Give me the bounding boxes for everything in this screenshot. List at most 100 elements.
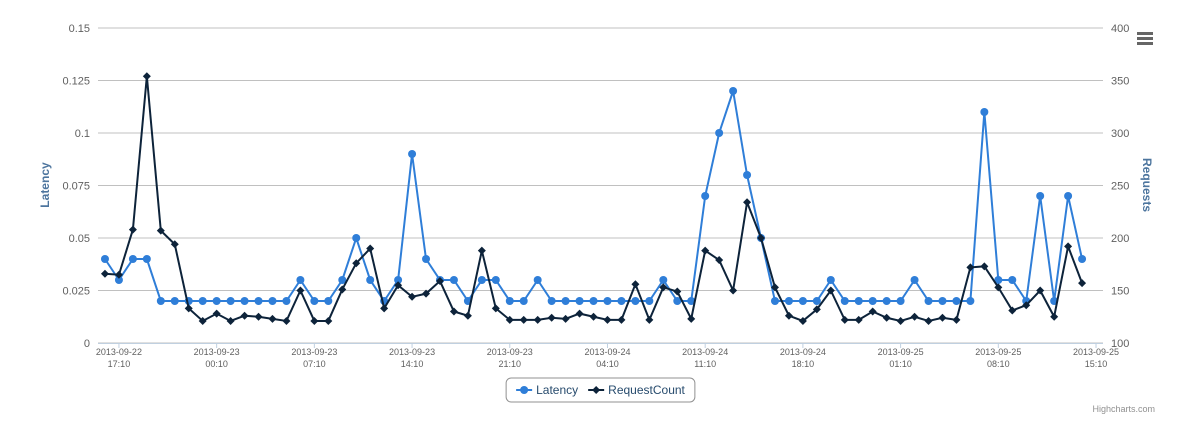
- legend-marker: [520, 386, 529, 394]
- point: [826, 276, 835, 284]
- x-tick-label: 2013-09-23 00:10: [194, 347, 240, 369]
- point: [310, 297, 319, 305]
- point: [840, 315, 849, 324]
- point: [100, 269, 109, 278]
- point: [547, 313, 556, 322]
- point: [268, 297, 277, 305]
- menu-bar: [1137, 42, 1153, 45]
- point: [114, 276, 123, 284]
- point: [617, 315, 626, 324]
- x-tick-label: 2013-09-25 01:10: [878, 347, 924, 369]
- point: [491, 304, 500, 313]
- point: [812, 297, 821, 305]
- point: [156, 226, 165, 235]
- y2-tick-label: 300: [1111, 128, 1129, 140]
- point: [1064, 192, 1073, 200]
- point: [394, 281, 403, 290]
- point: [687, 314, 696, 323]
- point: [757, 234, 766, 242]
- legend-marker: [592, 386, 601, 394]
- point: [910, 276, 919, 284]
- point: [561, 297, 570, 305]
- point: [519, 315, 528, 324]
- point: [310, 316, 319, 325]
- y2-tick-label: 350: [1111, 76, 1129, 88]
- y2-tick-label: 400: [1111, 23, 1129, 35]
- point: [1022, 301, 1031, 310]
- point: [268, 314, 277, 323]
- point: [254, 312, 263, 321]
- point: [743, 171, 752, 179]
- x-tick-label: 2013-09-23 14:10: [389, 347, 435, 369]
- point: [366, 244, 375, 253]
- y-axis-title: Latency: [38, 162, 52, 208]
- point: [1050, 312, 1059, 321]
- point: [798, 316, 807, 325]
- y-tick-label: 0.1: [75, 128, 90, 140]
- legend-box: [505, 377, 696, 403]
- point: [128, 255, 137, 263]
- y-tick-label: 0.025: [62, 286, 90, 298]
- point: [938, 297, 947, 305]
- point: [184, 304, 193, 313]
- point: [240, 311, 249, 320]
- point: [533, 315, 542, 324]
- point: [589, 312, 598, 321]
- credit: Highcharts.com: [1092, 404, 1155, 414]
- point: [561, 314, 570, 323]
- y2-tick-label: 150: [1111, 286, 1129, 298]
- point: [1078, 279, 1087, 288]
- point: [729, 286, 738, 295]
- point: [966, 263, 975, 272]
- point: [338, 276, 347, 284]
- point: [589, 297, 598, 305]
- point: [701, 246, 710, 255]
- menu-bar: [1137, 32, 1153, 35]
- point: [659, 283, 668, 292]
- point: [100, 255, 109, 263]
- point: [575, 309, 584, 318]
- point: [533, 276, 542, 284]
- point: [366, 276, 375, 284]
- menu-icon[interactable]: [1137, 32, 1153, 45]
- y2-tick-label: 250: [1111, 181, 1129, 193]
- point: [631, 280, 640, 289]
- point: [254, 297, 263, 305]
- point: [1036, 286, 1045, 295]
- point: [422, 289, 431, 298]
- point: [659, 276, 668, 284]
- point: [770, 283, 779, 292]
- point: [882, 297, 891, 305]
- point: [142, 72, 151, 81]
- point: [226, 297, 235, 305]
- y-tick-label: 0.075: [62, 181, 90, 193]
- point: [701, 192, 710, 200]
- point: [603, 315, 612, 324]
- point: [547, 297, 556, 305]
- x-tick-label: 2013-09-24 04:10: [584, 347, 630, 369]
- point: [729, 87, 738, 95]
- point: [868, 307, 877, 316]
- point: [240, 297, 249, 305]
- legend-label: RequestCount: [608, 383, 685, 397]
- point: [505, 315, 514, 324]
- legend-label: Latency: [536, 383, 578, 397]
- point: [896, 316, 905, 325]
- point: [631, 297, 640, 305]
- point: [449, 307, 458, 316]
- point: [896, 297, 905, 305]
- point: [1036, 192, 1045, 200]
- point: [840, 297, 849, 305]
- point: [994, 276, 1003, 284]
- point: [1064, 242, 1073, 251]
- point: [212, 309, 221, 318]
- point: [352, 234, 361, 242]
- point: [645, 315, 654, 324]
- point: [1008, 276, 1017, 284]
- point: [198, 297, 207, 305]
- y-tick-label: 0.05: [69, 233, 90, 245]
- menu-bar: [1137, 37, 1153, 40]
- point: [212, 297, 221, 305]
- point: [715, 256, 724, 265]
- point: [198, 316, 207, 325]
